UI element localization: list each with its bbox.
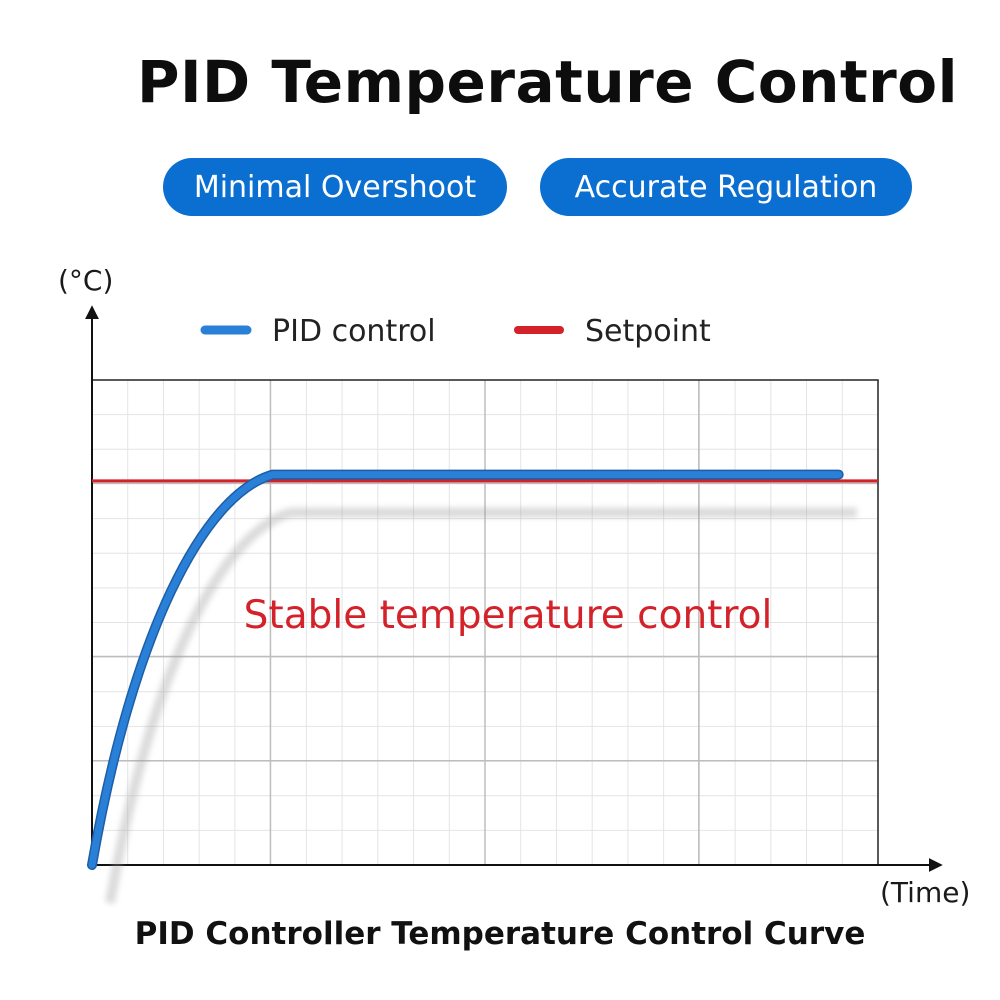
y-axis-label: (°C) [58,264,114,297]
badge-accurate-regulation: Accurate Regulation [540,158,912,216]
legend-label-setpoint: Setpoint [585,314,711,349]
pid-curve-shadow [105,507,857,904]
pid-control-curve [88,471,843,869]
legend-label-pid: PID control [272,314,436,349]
x-axis-label: (Time) [880,876,971,909]
chart-caption: PID Controller Temperature Control Curve [134,916,866,952]
annotation-stable-temperature: Stable temperature control [244,593,773,638]
badge-minimal-overshoot: Minimal Overshoot [163,158,507,216]
page-title: PID Temperature Control [136,48,959,116]
